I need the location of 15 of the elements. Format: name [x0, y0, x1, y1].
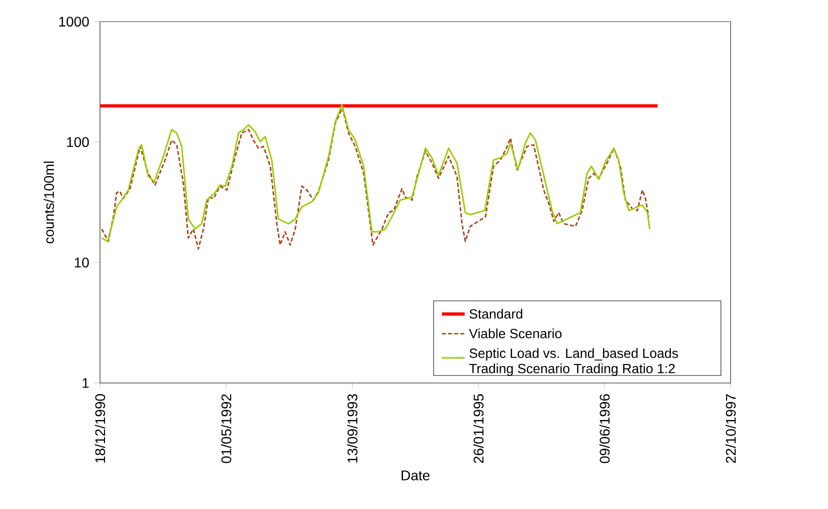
y-axis-title: counts/100ml: [44, 162, 54, 244]
y-tick-label: 1000: [59, 16, 89, 27]
x-tick-label: 26/01/1995: [473, 394, 484, 463]
legend-label: Viable Scenario: [469, 328, 562, 338]
x-tick-label: 18/12/1990: [94, 394, 106, 463]
legend-label: Septic Load vs. Land_based Loads Trading Scenario Trading Ratio 1:2: [469, 348, 678, 376]
x-tick-label: 01/05/1992: [221, 394, 232, 464]
x-tick-label: 13/09/1993: [347, 394, 358, 463]
x-tick-label: 22/10/1997: [726, 394, 736, 463]
y-tick-label: 1: [82, 378, 89, 388]
x-tick-label: 09/06/1996: [599, 394, 610, 464]
y-tick-label: 10: [74, 258, 89, 268]
legend-label: Standard: [470, 308, 522, 319]
x-axis-title: Date: [402, 470, 430, 480]
y-tick-label: 100: [67, 137, 89, 148]
